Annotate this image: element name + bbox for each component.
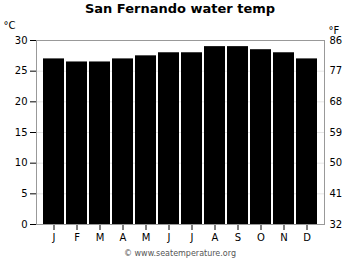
svg-text:J: J	[167, 232, 171, 243]
svg-text:77: 77	[330, 65, 343, 76]
svg-text:86: 86	[330, 35, 343, 46]
svg-text:20: 20	[15, 96, 28, 107]
svg-text:A: A	[120, 232, 127, 243]
svg-text:25: 25	[15, 65, 28, 76]
svg-text:30: 30	[15, 35, 28, 46]
svg-text:J: J	[52, 232, 56, 243]
svg-text:68: 68	[330, 96, 343, 107]
svg-text:F: F	[74, 232, 80, 243]
svg-text:41: 41	[330, 188, 343, 199]
svg-text:°F: °F	[329, 25, 340, 36]
svg-text:°C: °C	[4, 20, 16, 31]
svg-text:5: 5	[21, 188, 27, 199]
svg-text:A: A	[212, 232, 219, 243]
html-text:San Fernando water temp: San Fernando water temp	[84, 1, 276, 16]
svg-text:N: N	[280, 232, 287, 243]
svg-text:M: M	[96, 232, 105, 243]
svg-text:J: J	[190, 232, 194, 243]
svg-text:S: S	[235, 232, 241, 243]
html-text:© www.seatemperature.org: © www.seatemperature.org	[124, 249, 236, 258]
svg-text:D: D	[303, 232, 311, 243]
svg-text:59: 59	[330, 127, 343, 138]
svg-text:10: 10	[15, 157, 28, 168]
svg-text:50: 50	[330, 157, 343, 168]
svg-text:M: M	[142, 232, 151, 243]
svg-text:O: O	[257, 232, 265, 243]
svg-text:0: 0	[21, 219, 27, 230]
svg-text:15: 15	[15, 127, 28, 138]
svg-text:32: 32	[330, 219, 343, 230]
